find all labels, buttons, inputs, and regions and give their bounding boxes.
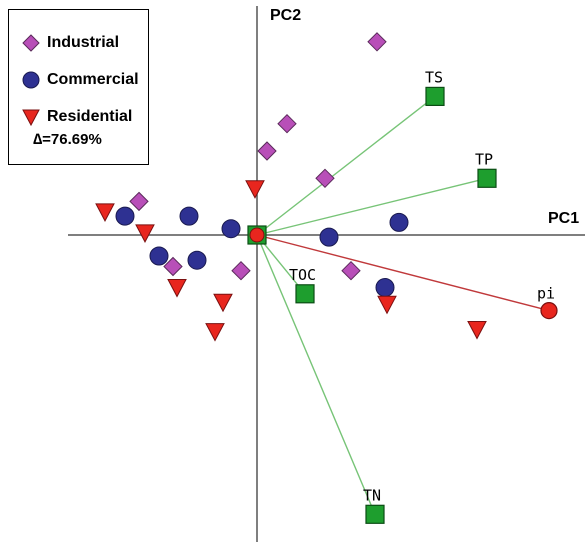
point-commercial [149, 246, 169, 266]
vector-line-ts [256, 95, 436, 236]
vector-end-tn [365, 504, 385, 524]
sample-points [95, 32, 487, 342]
vector-end-ts [425, 86, 445, 107]
vector-line-tn [256, 234, 376, 515]
point-commercial [375, 278, 395, 297]
point-residential [213, 293, 233, 313]
vector-end-pi [540, 302, 558, 320]
point-industrial [315, 168, 335, 189]
legend: Industrial Commercial Residential ∆=76.6… [8, 9, 149, 165]
point-residential [167, 279, 187, 298]
point-residential [95, 203, 115, 222]
point-residential [377, 295, 397, 315]
point-commercial [187, 250, 207, 270]
point-industrial [231, 260, 251, 281]
triangle-down-icon [22, 109, 40, 127]
point-commercial [115, 206, 135, 226]
vector-end-tp [477, 168, 497, 188]
point-commercial [319, 227, 339, 247]
circle-icon [22, 71, 40, 89]
point-commercial [179, 206, 199, 226]
legend-item-residential: Residential [9, 106, 132, 128]
point-industrial [341, 260, 361, 281]
point-residential [205, 323, 225, 342]
point-industrial [277, 113, 297, 134]
point-commercial [221, 219, 241, 239]
loading-endpoints: TS TP TOC TN pi [289, 68, 558, 524]
origin-marker [247, 225, 267, 245]
point-residential [245, 180, 265, 199]
legend-item-industrial: Industrial [9, 32, 119, 54]
origin-circle [249, 227, 265, 243]
legend-label-commercial: Commercial [47, 71, 139, 88]
vector-end-toc [295, 284, 315, 304]
loading-vectors [256, 95, 550, 515]
vector-line-pi [256, 234, 550, 312]
point-industrial [163, 256, 183, 277]
vector-label-pi: pi [537, 285, 555, 303]
point-residential [467, 321, 487, 340]
vector-line-toc [256, 234, 306, 295]
point-residential [135, 224, 155, 243]
legend-item-commercial: Commercial [9, 69, 139, 91]
point-industrial [367, 32, 387, 52]
legend-label-industrial: Industrial [47, 34, 120, 51]
vector-line-tp [256, 177, 488, 236]
point-commercial [389, 212, 409, 232]
point-industrial [129, 191, 149, 212]
point-industrial [257, 141, 277, 161]
vector-label-tn: TN [363, 486, 381, 504]
vector-label-tp: TP [475, 150, 493, 168]
vector-label-toc: TOC [289, 266, 316, 284]
diamond-icon [22, 34, 40, 52]
y-axis-label: PC2 [270, 7, 301, 24]
explained-variance: ∆=76.69% [33, 131, 102, 148]
x-axis-label: PC1 [548, 210, 579, 227]
legend-label-residential: Residential [47, 108, 133, 125]
vector-label-ts: TS [425, 68, 443, 86]
